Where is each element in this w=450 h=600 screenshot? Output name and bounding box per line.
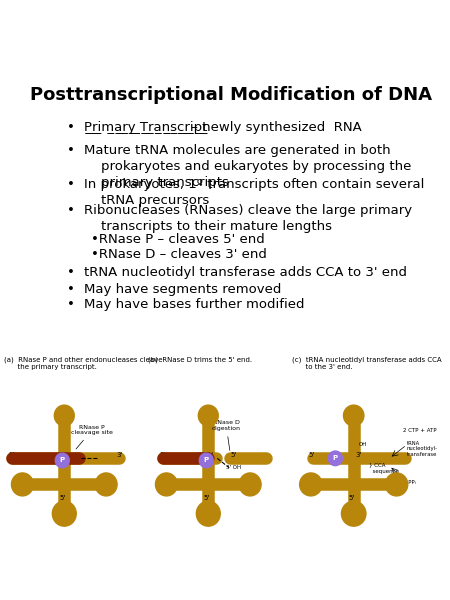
Circle shape [12,473,33,496]
Text: 5': 5' [59,495,65,501]
Text: •: • [67,266,75,279]
Circle shape [199,453,213,468]
Text: In prokaryotes, 1º transcripts often contain several
    tRNA precursors: In prokaryotes, 1º transcripts often con… [84,178,424,207]
Circle shape [54,405,74,426]
Circle shape [385,473,408,496]
Circle shape [196,501,220,526]
Text: RNase P
cleavage site: RNase P cleavage site [71,425,113,449]
Text: Ribonucleases (RNases) cleave the large primary
    transcripts to their mature : Ribonucleases (RNases) cleave the large … [84,203,412,233]
Circle shape [198,405,218,426]
Text: OH: OH [359,442,367,447]
Circle shape [95,473,117,496]
Circle shape [328,451,342,466]
Text: RNase D
digestion: RNase D digestion [212,421,241,451]
Text: •RNase P – cleaves 5' end: •RNase P – cleaves 5' end [91,233,265,246]
Text: (c)  tRNA nucleotidyl transferase adds CCA
      to the 3' end.: (c) tRNA nucleotidyl transferase adds CC… [292,356,442,370]
Text: tRNA nucleotidyl transferase adds CCA to 3' end: tRNA nucleotidyl transferase adds CCA to… [84,266,407,279]
Circle shape [55,453,69,468]
Circle shape [342,501,366,526]
Text: •: • [67,203,75,217]
Circle shape [343,405,364,426]
Text: 5': 5' [9,452,15,458]
Text: 5': 5' [349,495,355,501]
Text: (b)  RNase D trims the 5' end.: (b) RNase D trims the 5' end. [148,356,252,362]
Circle shape [300,473,322,496]
Text: •: • [67,298,75,311]
Text: P: P [60,457,65,463]
Text: 5': 5' [309,452,315,458]
Text: 3': 3' [356,452,362,458]
Text: May have bases further modified: May have bases further modified [84,298,305,311]
Circle shape [239,473,261,496]
Text: OH: OH [59,452,68,457]
Text: •: • [67,143,75,157]
Text: } CCA: } CCA [369,462,386,467]
Circle shape [156,473,177,496]
Circle shape [52,501,76,526]
Text: P̲r̲i̲m̲a̲r̲y̲ ̲T̲r̲a̲n̲s̲c̲r̲i̲p̲t̲: P̲r̲i̲m̲a̲r̲y̲ ̲T̲r̲a̲n̲s̲c̲r̲i̲p̲t̲ [84,121,207,134]
Text: 5': 5' [230,452,236,458]
Text: 5': 5' [203,495,209,501]
Text: tRNA
nucleotidyl-
transferase: tRNA nucleotidyl- transferase [407,440,438,457]
Text: 2 CTP + ATP: 2 CTP + ATP [403,428,436,433]
Text: 3' OH: 3' OH [198,452,213,457]
Text: P: P [204,457,209,463]
Text: Mature tRNA molecules are generated in both
    prokaryotes and eukaryotes by pr: Mature tRNA molecules are generated in b… [84,143,411,188]
Text: •: • [67,283,75,296]
Text: Posttranscriptional Modification of DNA: Posttranscriptional Modification of DNA [30,86,432,104]
Text: 3 PPᵢ: 3 PPᵢ [403,480,415,485]
Text: (a)  RNase P and other endonucleases cleave
      the primary transcript.: (a) RNase P and other endonucleases clea… [4,356,163,370]
Text: •RNase D – cleaves 3' end: •RNase D – cleaves 3' end [91,248,267,262]
Text: – newly synthesized  RNA: – newly synthesized RNA [187,121,362,134]
Text: sequence: sequence [369,469,399,475]
Text: May have segments removed: May have segments removed [84,283,282,296]
Text: 5': 5' [159,452,166,458]
Text: 3' OH: 3' OH [226,465,241,470]
Text: 3': 3' [116,452,122,458]
Text: P: P [333,455,338,461]
Text: •: • [67,121,75,134]
Text: •: • [67,178,75,191]
